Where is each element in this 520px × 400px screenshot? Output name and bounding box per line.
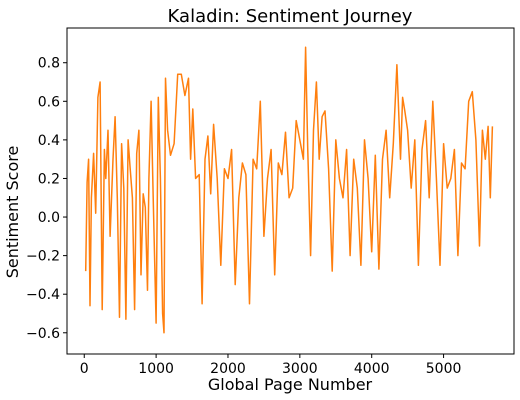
x-axis-ticks: 0 1000 2000 3000 4000 5000: [80, 354, 462, 377]
plot-frame: [66, 27, 515, 355]
y-tick-label: −0.4: [26, 287, 60, 303]
y-tick-label: 0.2: [38, 171, 60, 187]
y-tick-label: 0.8: [38, 56, 60, 72]
y-axis-ticks: −0.6 −0.4 −0.2 0.0 0.2 0.4 0.6 0.8: [26, 56, 67, 342]
x-tick-label: 3000: [282, 361, 318, 377]
y-tick-label: 0.0: [38, 210, 60, 226]
x-axis-label: Global Page Number: [208, 375, 373, 394]
plot-area: [84, 46, 494, 334]
x-tick-label: 5000: [426, 361, 462, 377]
x-tick-label: 0: [80, 361, 89, 377]
y-tick-label: −0.6: [26, 326, 60, 342]
y-axis-label: Sentiment Score: [3, 146, 22, 279]
sentiment-series-line: [84, 46, 494, 334]
x-tick-label: 1000: [138, 361, 174, 377]
y-tick-label: 0.4: [38, 133, 60, 149]
y-tick-label: −0.2: [26, 249, 60, 265]
y-tick-label: 0.6: [38, 94, 60, 110]
chart-title: Kaladin: Sentiment Journey: [168, 6, 413, 27]
x-tick-label: 4000: [354, 361, 390, 377]
x-tick-label: 2000: [210, 361, 246, 377]
